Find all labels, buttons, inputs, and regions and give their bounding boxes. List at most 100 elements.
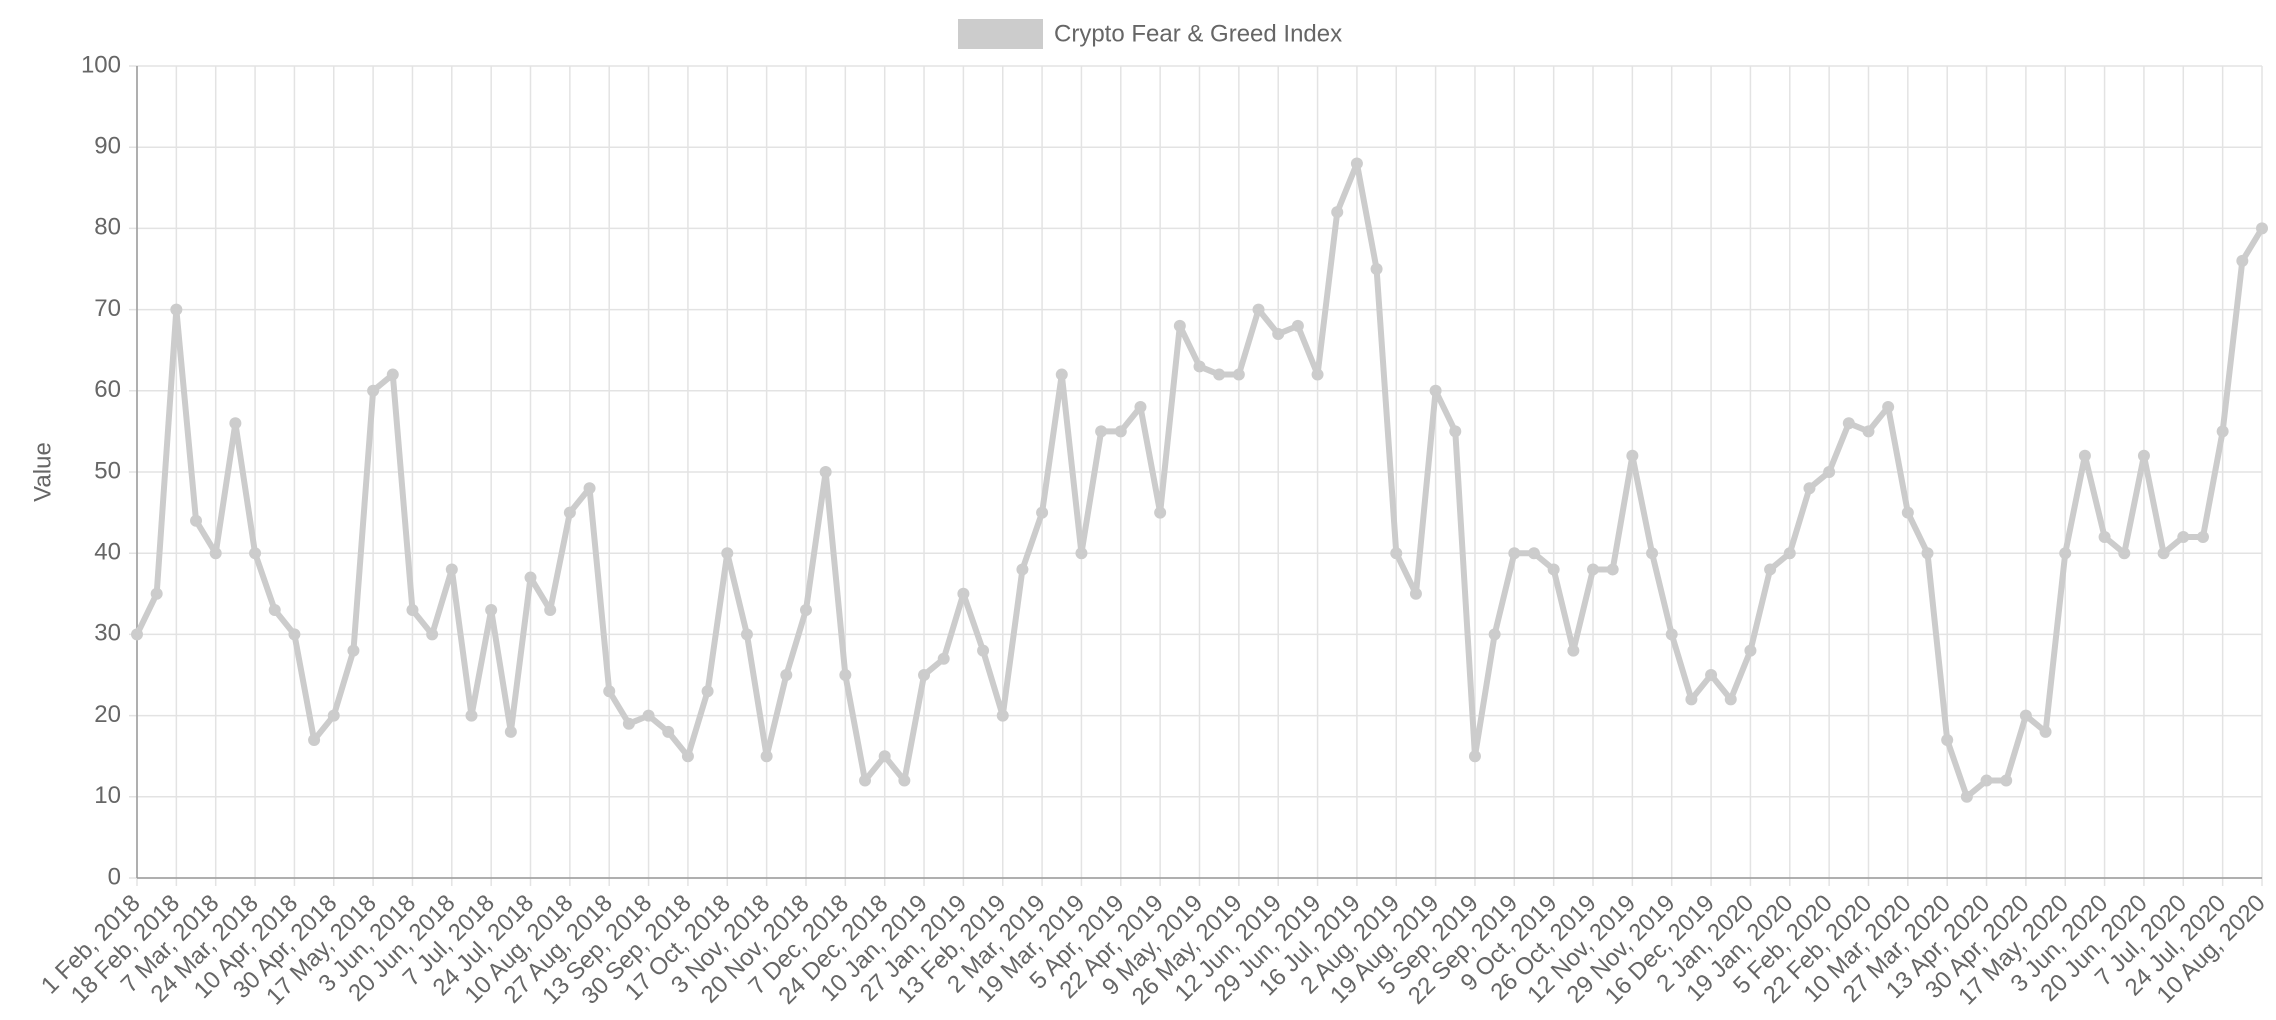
y-axis-label: Value bbox=[29, 442, 56, 502]
point bbox=[2137, 449, 2150, 462]
point bbox=[839, 669, 852, 681]
point bbox=[2098, 530, 2111, 543]
point bbox=[445, 563, 458, 576]
point bbox=[1350, 157, 1363, 170]
point bbox=[2157, 547, 2170, 560]
point bbox=[799, 604, 812, 617]
point bbox=[1803, 482, 1816, 495]
y-tick-label: 40 bbox=[94, 539, 121, 566]
point bbox=[1331, 206, 1344, 219]
point bbox=[898, 774, 911, 787]
point bbox=[1882, 401, 1895, 414]
y-tick-label: 50 bbox=[94, 457, 121, 484]
point bbox=[701, 685, 714, 698]
y-tick-label: 10 bbox=[94, 782, 121, 809]
point bbox=[426, 628, 439, 641]
point bbox=[740, 628, 753, 641]
point bbox=[1508, 547, 1521, 560]
point bbox=[308, 733, 321, 746]
point bbox=[1606, 563, 1619, 576]
point bbox=[1370, 263, 1383, 275]
point bbox=[209, 547, 222, 560]
point bbox=[1055, 368, 1068, 381]
point bbox=[2059, 547, 2072, 560]
point bbox=[1154, 506, 1167, 519]
point bbox=[1232, 368, 1245, 381]
point bbox=[1429, 384, 1442, 397]
point bbox=[859, 774, 872, 787]
point bbox=[1449, 425, 1462, 438]
point bbox=[1823, 466, 1836, 478]
point bbox=[544, 604, 557, 617]
point bbox=[622, 717, 635, 730]
point bbox=[2078, 449, 2091, 462]
point bbox=[1173, 319, 1186, 332]
point bbox=[190, 514, 203, 527]
point bbox=[1685, 693, 1698, 706]
point bbox=[2177, 530, 2190, 543]
point bbox=[603, 685, 616, 698]
point bbox=[2019, 709, 2032, 722]
point bbox=[406, 604, 419, 617]
point bbox=[996, 709, 1009, 722]
point bbox=[170, 303, 183, 316]
point bbox=[1941, 733, 1954, 746]
point bbox=[662, 725, 675, 738]
point bbox=[504, 725, 517, 738]
point bbox=[2000, 774, 2013, 787]
point bbox=[1036, 506, 1049, 519]
point bbox=[918, 669, 931, 681]
point bbox=[1272, 327, 1285, 340]
point bbox=[1095, 425, 1108, 438]
point bbox=[386, 368, 399, 381]
point bbox=[150, 587, 163, 600]
point bbox=[1134, 401, 1147, 414]
y-tick-label: 90 bbox=[94, 133, 121, 160]
point bbox=[1390, 547, 1403, 560]
point bbox=[1587, 563, 1600, 576]
point bbox=[347, 644, 360, 657]
point bbox=[1901, 506, 1914, 519]
y-tick-label: 60 bbox=[94, 376, 121, 403]
point bbox=[327, 709, 340, 722]
point bbox=[1921, 547, 1934, 560]
legend-swatch bbox=[958, 19, 1043, 49]
point bbox=[681, 750, 694, 763]
point bbox=[1409, 587, 1422, 600]
y-tick-label: 100 bbox=[81, 51, 121, 78]
point bbox=[268, 604, 281, 617]
point bbox=[1016, 563, 1029, 576]
point bbox=[2118, 547, 2131, 560]
point bbox=[937, 652, 950, 665]
point bbox=[1842, 417, 1855, 430]
point bbox=[1252, 303, 1265, 316]
point bbox=[780, 669, 793, 681]
point bbox=[977, 644, 990, 657]
point bbox=[1665, 628, 1678, 641]
point bbox=[1527, 547, 1540, 560]
y-tick-label: 80 bbox=[94, 214, 121, 241]
point bbox=[1193, 360, 1206, 373]
point bbox=[1213, 368, 1226, 381]
point bbox=[2039, 725, 2052, 738]
point bbox=[1626, 449, 1639, 462]
point bbox=[2216, 425, 2229, 438]
point bbox=[465, 709, 478, 722]
point bbox=[1311, 368, 1324, 381]
y-tick-label: 30 bbox=[94, 620, 121, 647]
point bbox=[1764, 563, 1777, 576]
point bbox=[1646, 547, 1659, 560]
point bbox=[721, 547, 734, 560]
point bbox=[1783, 547, 1796, 560]
point bbox=[229, 417, 242, 430]
point bbox=[1744, 644, 1757, 657]
y-tick-label: 70 bbox=[94, 295, 121, 322]
y-tick-label: 0 bbox=[108, 863, 121, 890]
point bbox=[1724, 693, 1737, 706]
point bbox=[878, 750, 891, 763]
point bbox=[642, 709, 655, 722]
y-tick-label: 20 bbox=[94, 701, 121, 728]
point bbox=[249, 547, 262, 560]
point bbox=[2236, 254, 2249, 267]
